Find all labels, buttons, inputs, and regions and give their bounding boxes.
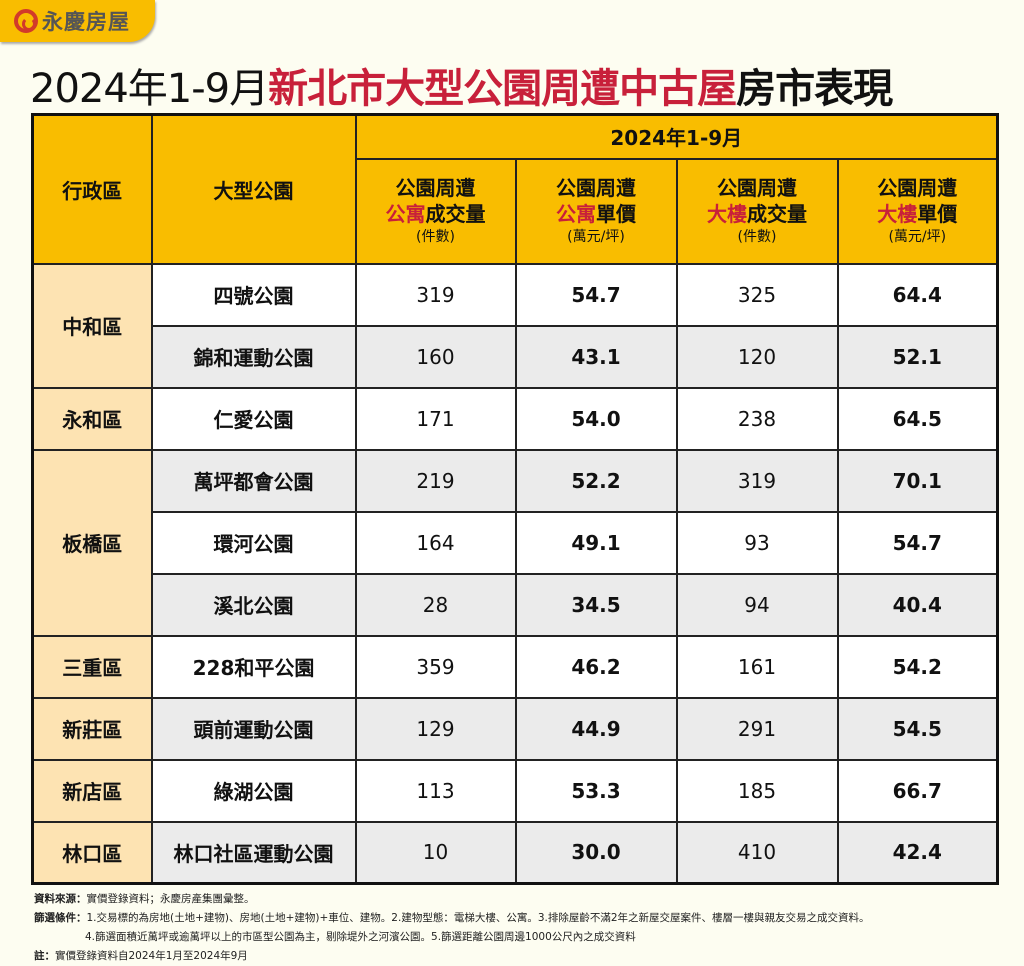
footnotes: 資料來源：實價登錄資料；永慶房產集團彙整。 篩選條件：1.交易標的為房地(土地+… — [34, 890, 870, 966]
value-cell: 54.7 — [514, 262, 678, 327]
park-cell: 錦和運動公園 — [150, 324, 357, 389]
value-cell: 49.1 — [514, 510, 678, 575]
note-source: 資料來源：實價登錄資料；永慶房產集團彙整。 — [34, 893, 255, 905]
park-cell: 萬坪都會公園 — [150, 448, 357, 513]
note-remark: 註：實價登錄資料自2024年1月至2024年9月 — [34, 950, 248, 962]
value-cell: 94 — [675, 572, 839, 637]
value-cell: 34.5 — [514, 572, 678, 637]
district-cell: 新店區 — [31, 758, 153, 823]
park-cell: 頭前運動公園 — [150, 696, 357, 761]
page-title: 2024年1-9月新北市大型公園周遭中古屋房市表現 — [30, 56, 893, 114]
header-metric: 公園周遭 大樓成交量 (件數) — [675, 157, 839, 265]
district-cell: 中和區 — [31, 262, 153, 389]
table-row: 新莊區 頭前運動公園 129 44.9 291 54.5 — [31, 696, 999, 761]
header-period: 2024年1-9月 — [354, 113, 999, 160]
value-cell: 30.0 — [514, 820, 678, 885]
value-cell: 43.1 — [514, 324, 678, 389]
value-cell: 10 — [354, 820, 517, 885]
value-cell: 129 — [354, 696, 517, 761]
value-cell: 325 — [675, 262, 839, 327]
value-cell: 64.5 — [836, 386, 999, 451]
header-metric: 公園周遭 大樓單價 (萬元/坪) — [836, 157, 999, 265]
table-row: 錦和運動公園 160 43.1 120 52.1 — [33, 324, 999, 389]
value-cell: 185 — [675, 758, 839, 823]
value-cell: 66.7 — [836, 758, 999, 823]
value-cell: 44.9 — [514, 696, 678, 761]
table-row: 溪北公園 28 34.5 94 40.4 — [33, 572, 999, 637]
park-cell: 四號公園 — [150, 262, 357, 327]
value-cell: 54.0 — [514, 386, 678, 451]
brand-logo: 永慶房屋 — [0, 0, 155, 42]
table-row: 永和區 仁愛公園 171 54.0 238 64.5 — [31, 386, 999, 451]
header-metric: 公園周遭 公寓成交量 (件數) — [354, 157, 517, 265]
district-cell: 板橋區 — [31, 448, 153, 637]
park-cell: 林口社區運動公園 — [150, 820, 357, 885]
table-row: 林口區 林口社區運動公園 10 30.0 410 42.4 — [31, 820, 999, 885]
value-cell: 219 — [354, 448, 517, 513]
park-cell: 環河公園 — [150, 510, 357, 575]
value-cell: 52.1 — [836, 324, 999, 389]
value-cell: 52.2 — [514, 448, 678, 513]
value-cell: 93 — [675, 510, 839, 575]
value-cell: 28 — [354, 572, 517, 637]
value-cell: 113 — [354, 758, 517, 823]
value-cell: 359 — [354, 634, 517, 699]
value-cell: 54.2 — [836, 634, 999, 699]
value-cell: 319 — [354, 262, 517, 327]
value-cell: 46.2 — [514, 634, 678, 699]
district-cell: 新莊區 — [31, 696, 153, 761]
note-filter-cont: 4.篩選面積近萬坪或逾萬坪以上的市區型公園為主，剔除堤外之河濱公園。5.篩選距離… — [85, 931, 636, 943]
table-row: 新店區 綠湖公園 113 53.3 185 66.7 — [31, 758, 999, 823]
value-cell: 171 — [354, 386, 517, 451]
value-cell: 238 — [675, 386, 839, 451]
note-filter: 篩選條件：1.交易標的為房地(土地+建物)、房地(土地+建物)+車位、建物。2.… — [34, 912, 870, 924]
park-cell: 仁愛公園 — [150, 386, 357, 451]
header-district: 行政區 — [31, 113, 153, 265]
park-cell: 綠湖公園 — [150, 758, 357, 823]
district-cell: 永和區 — [31, 386, 153, 451]
title-suffix: 房市表現 — [736, 66, 893, 112]
district-cell: 林口區 — [31, 820, 153, 885]
value-cell: 40.4 — [836, 572, 999, 637]
logo-icon — [14, 9, 38, 33]
data-table: 行政區 大型公園 2024年1-9月 公園周遭 公寓成交量 (件數) 公園周遭 公寓單價… — [31, 113, 1000, 885]
value-cell: 64.4 — [836, 262, 999, 327]
table-row: 中和區 四號公園 319 54.7 325 64.4 — [31, 262, 999, 389]
title-highlight: 新北市大型公園周遭中古屋 — [268, 66, 737, 112]
value-cell: 54.5 — [836, 696, 999, 761]
table-row: 環河公園 164 49.1 93 54.7 — [33, 510, 999, 575]
park-cell: 溪北公園 — [150, 572, 357, 637]
park-cell: 228和平公園 — [150, 634, 357, 699]
value-cell: 319 — [675, 448, 839, 513]
table-row: 板橋區 萬坪都會公園 219 52.2 319 70.1 — [31, 448, 999, 637]
value-cell: 54.7 — [836, 510, 999, 575]
value-cell: 160 — [354, 324, 517, 389]
value-cell: 70.1 — [836, 448, 999, 513]
value-cell: 42.4 — [836, 820, 999, 885]
value-cell: 164 — [354, 510, 517, 575]
value-cell: 120 — [675, 324, 839, 389]
value-cell: 53.3 — [514, 758, 678, 823]
value-cell: 291 — [675, 696, 839, 761]
table-row: 三重區 228和平公園 359 46.2 161 54.2 — [31, 634, 999, 699]
value-cell: 410 — [675, 820, 839, 885]
header-park: 大型公園 — [150, 113, 357, 265]
header-metric: 公園周遭 公寓單價 (萬元/坪) — [514, 157, 678, 265]
value-cell: 161 — [675, 634, 839, 699]
district-cell: 三重區 — [31, 634, 153, 699]
title-period: 2024年1-9月 — [30, 66, 269, 112]
logo-text: 永慶房屋 — [42, 10, 130, 34]
